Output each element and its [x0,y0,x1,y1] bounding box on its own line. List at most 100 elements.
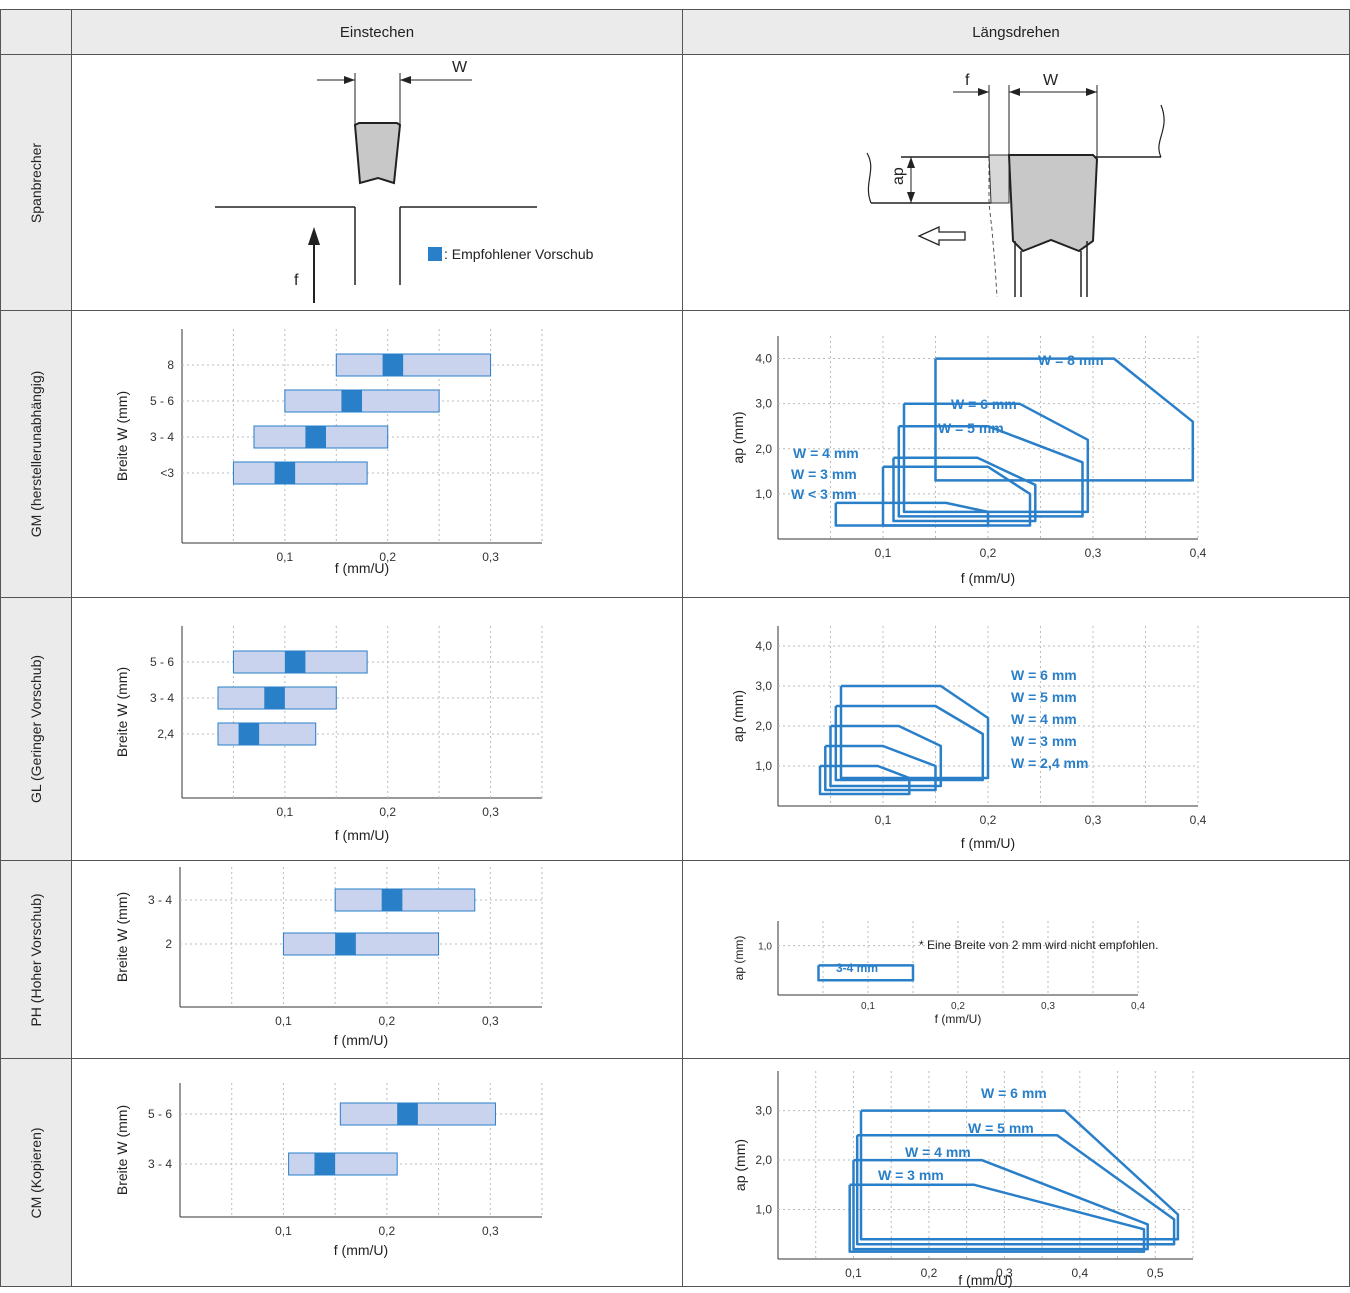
x-tick-label: 0,3 [482,1224,499,1238]
series-outline [897,424,1084,518]
x-tick-label: 0,1 [275,1014,292,1028]
x-tick-label: 0,1 [875,813,892,827]
y-axis-label: ap (mm) [732,936,746,981]
row-label-text: GM (herstellerunabhängig) [28,370,44,538]
chart-annotation: * Eine Breite von 2 mm wird nicht empfoh… [919,938,1158,952]
header-einstechen: Einstechen [71,9,683,55]
recommended-bar [397,1103,418,1125]
range-bar [217,722,317,746]
series-label: W = 4 mm [905,1144,971,1160]
cell-gm-laengsdrehen: 0,1 0,2 0,3 0,4 f (mm/U) ap (mm) 1,0 2,0 3,0 4,0 W… [682,310,1350,598]
legend-text: : Empfohlener Vorschub [444,246,594,262]
cell-ph-einstechen: 0,1 0,2 0,3 f (mm/U) Breite W (mm) 3 - 4 2 [71,860,683,1059]
x-tick-label: 0,1 [845,1266,862,1280]
category-label: 3 - 4 [150,430,174,444]
row-label-text: Spanbrecher [28,142,44,223]
cell-spanbrecher-laengsdrehen: f W ap [682,54,1350,311]
range-bar [232,461,368,485]
f-label: f [294,272,299,289]
y-axis-label: Breite W (mm) [114,1105,130,1195]
row-label-text: GL (Geringer Vorschub) [28,654,44,804]
category-label: 3 - 4 [150,691,174,705]
x-tick-label: 0,4 [1190,813,1207,827]
series-outline [829,724,943,788]
y-tick-label: 2,0 [755,442,772,456]
legend-swatch [428,247,442,261]
row-label-cm: CM (Kopieren) [0,1058,72,1287]
series-outline [834,704,985,782]
range-bar [334,888,476,912]
recommended-bar [305,426,326,448]
w-dim-label: W [1043,72,1059,89]
series-label: W = 5 mm [968,1120,1034,1136]
x-tick-label: 0,4 [1071,1266,1088,1280]
series-label: W = 3 mm [1011,733,1077,749]
series-label: W = 8 mm [1038,352,1104,368]
x-tick-label: 0,2 [980,813,997,827]
w-label: W [452,59,468,76]
series-label: W = 6 mm [981,1085,1047,1101]
series-label: W = 2,4 mm [1011,755,1088,771]
series-label: 3-4 mm [836,961,878,975]
row-label-text: CM (Kopieren) [28,1126,44,1219]
series-label: W = 6 mm [951,396,1017,412]
category-label: 3 - 4 [148,1157,172,1171]
series-label: W = 4 mm [1011,711,1077,727]
recommended-bar [264,687,285,709]
series-label: W = 6 mm [1011,667,1077,683]
series-outline [902,402,1090,514]
category-label: 5 - 6 [150,394,174,408]
category-label: 2 [165,937,172,951]
x-tick-label: 0,1 [277,805,294,819]
row-label-gl: GL (Geringer Vorschub) [0,597,72,861]
row-label-text: PH (Hoher Vorschub) [28,892,44,1027]
y-tick-label: 4,0 [755,352,772,366]
x-tick-label: 0,4 [1131,1001,1145,1012]
x-tick-label: 0,1 [275,1224,292,1238]
y-axis-label: ap (mm) [730,411,746,463]
x-axis-label: f (mm/U) [961,570,1015,586]
row-label-spanbrecher: Spanbrecher [0,54,72,311]
cell-cm-laengsdrehen: 0,1 0,2 0,3 0,4 0,5 f (mm/U) ap (mm) 1,0 2,0 3,0 W… [682,1058,1350,1288]
cell-gl-einstechen: 0,1 0,2 0,3 f (mm/U) Breite W (mm) 5 - 6 3 - 4… [71,597,683,861]
series-label: W = 5 mm [1011,689,1077,705]
x-tick-label: 0,1 [875,546,892,560]
y-tick-label: 2,0 [755,719,772,733]
x-tick-label: 0,1 [861,1001,875,1012]
x-tick-label: 0,2 [379,805,396,819]
recommended-bar [238,723,260,745]
y-tick-label: 3,0 [755,397,772,411]
ap-dim-label: ap [890,167,907,185]
y-tick-label: 3,0 [755,679,772,693]
x-tick-label: 0,2 [379,550,396,564]
y-axis-label: Breite W (mm) [114,892,130,982]
y-tick-label: 1,0 [755,487,772,501]
x-axis-label: f (mm/U) [958,1272,1012,1288]
category-label: 2,4 [157,727,174,741]
chart-gl-laengsdrehen: 0,1 0,2 0,3 0,4 f (mm/U) ap (mm) 1,0 2,0 3,0 4,0 W… [730,626,1207,851]
series-outline [839,684,990,780]
chart-ph-laengsdrehen: 0,1 0,2 0,3 0,4 f (mm/U) ap (mm) 1,0 3-4 mm * Ei… [732,921,1158,1026]
y-tick-label: 1,0 [758,942,772,953]
cell-cm-einstechen: 0,1 0,2 0,3 f (mm/U) Breite W (mm) 5 - 6 3 - 4 [71,1058,683,1287]
recommended-bar [284,651,306,673]
series-outline [881,465,1032,527]
x-axis-label: f (mm/U) [961,835,1015,851]
x-axis-label: f (mm/U) [335,827,389,843]
x-tick-label: 0,2 [951,1001,965,1012]
x-tick-label: 0,3 [996,1266,1013,1280]
x-axis-label: f (mm/U) [334,1032,388,1048]
f-dim-label: f [965,72,970,89]
x-tick-label: 0,2 [379,1014,396,1028]
x-axis-label: f (mm/U) [935,1012,982,1026]
category-label: 8 [167,358,174,372]
series-outline [817,964,915,982]
cell-gl-laengsdrehen: 0,1 0,2 0,3 0,4 f (mm/U) ap (mm) 1,0 2,0 3,0 4,0 W… [682,597,1350,861]
cell-gm-einstechen: 0,1 0,2 0,3 f (mm/U) Breite W (mm) 8 5 - 6 3 - … [71,310,683,598]
chart-gm-einstechen: 0,1 0,2 0,3 f (mm/U) Breite W (mm) 8 5 - 6 3 - … [114,329,543,576]
x-tick-label: 0,5 [1147,1266,1164,1280]
series-outline [934,357,1195,482]
row-label-ph: PH (Hoher Vorschub) [0,860,72,1059]
x-axis-label: f (mm/U) [334,1242,388,1258]
